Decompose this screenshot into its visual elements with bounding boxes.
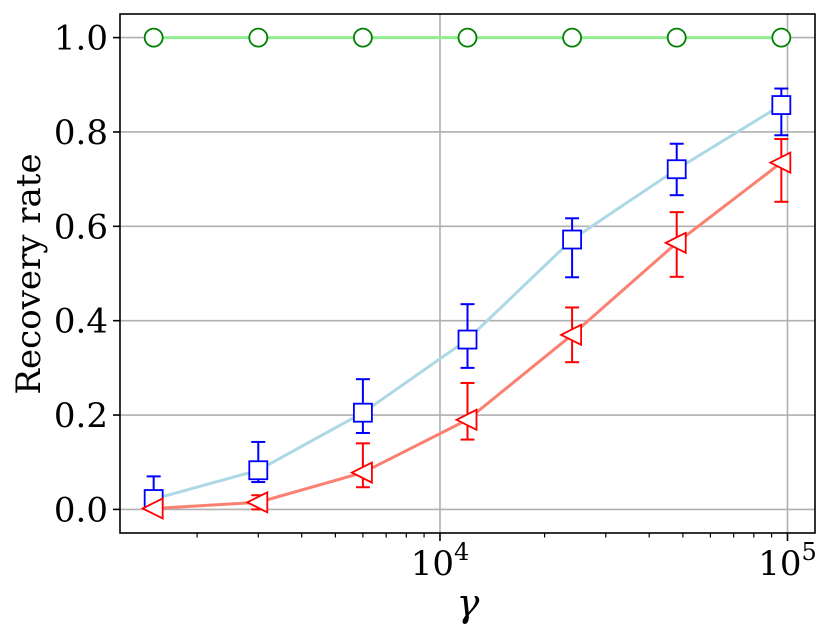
y-tick-label: 0.0: [54, 490, 108, 530]
data-point: [140, 497, 164, 520]
grid: [120, 14, 815, 533]
data-point: [349, 461, 373, 485]
data-point: [559, 323, 583, 347]
data-point: [666, 159, 687, 180]
data-point: [663, 231, 687, 255]
x-tick-label: 104: [411, 538, 470, 584]
series-square: [143, 87, 792, 511]
series-triangle-left: [140, 138, 792, 520]
y-tick-label: 1.0: [54, 19, 108, 59]
data-point: [768, 151, 792, 175]
plot-frame: [119, 13, 816, 534]
data-point: [352, 27, 373, 48]
data-point: [771, 95, 792, 115]
data-point: [457, 27, 478, 48]
series-layer: [140, 27, 792, 520]
data-point: [248, 27, 269, 48]
data-point: [562, 229, 583, 250]
data-point: [771, 27, 792, 48]
data-point: [457, 329, 478, 350]
y-tick-label: 0.6: [54, 207, 108, 247]
y-tick-label: 0.2: [54, 396, 108, 436]
data-point: [562, 27, 583, 48]
series-circle: [143, 27, 792, 48]
x-tick-label: 105: [758, 538, 817, 584]
data-point: [454, 408, 478, 432]
data-point: [248, 460, 269, 481]
x-axis-label: γ: [457, 581, 480, 625]
data-point: [245, 490, 269, 514]
data-point: [143, 27, 164, 48]
y-tick-label: 0.4: [54, 302, 108, 342]
data-point: [352, 402, 373, 423]
y-tick-label: 0.8: [54, 113, 108, 153]
data-point: [666, 27, 687, 48]
y-axis-label: Recovery rate: [9, 153, 49, 394]
axis-ticks: 0.0 0.2 0.4 0.6 0.8 1.0 104 105: [54, 19, 817, 584]
